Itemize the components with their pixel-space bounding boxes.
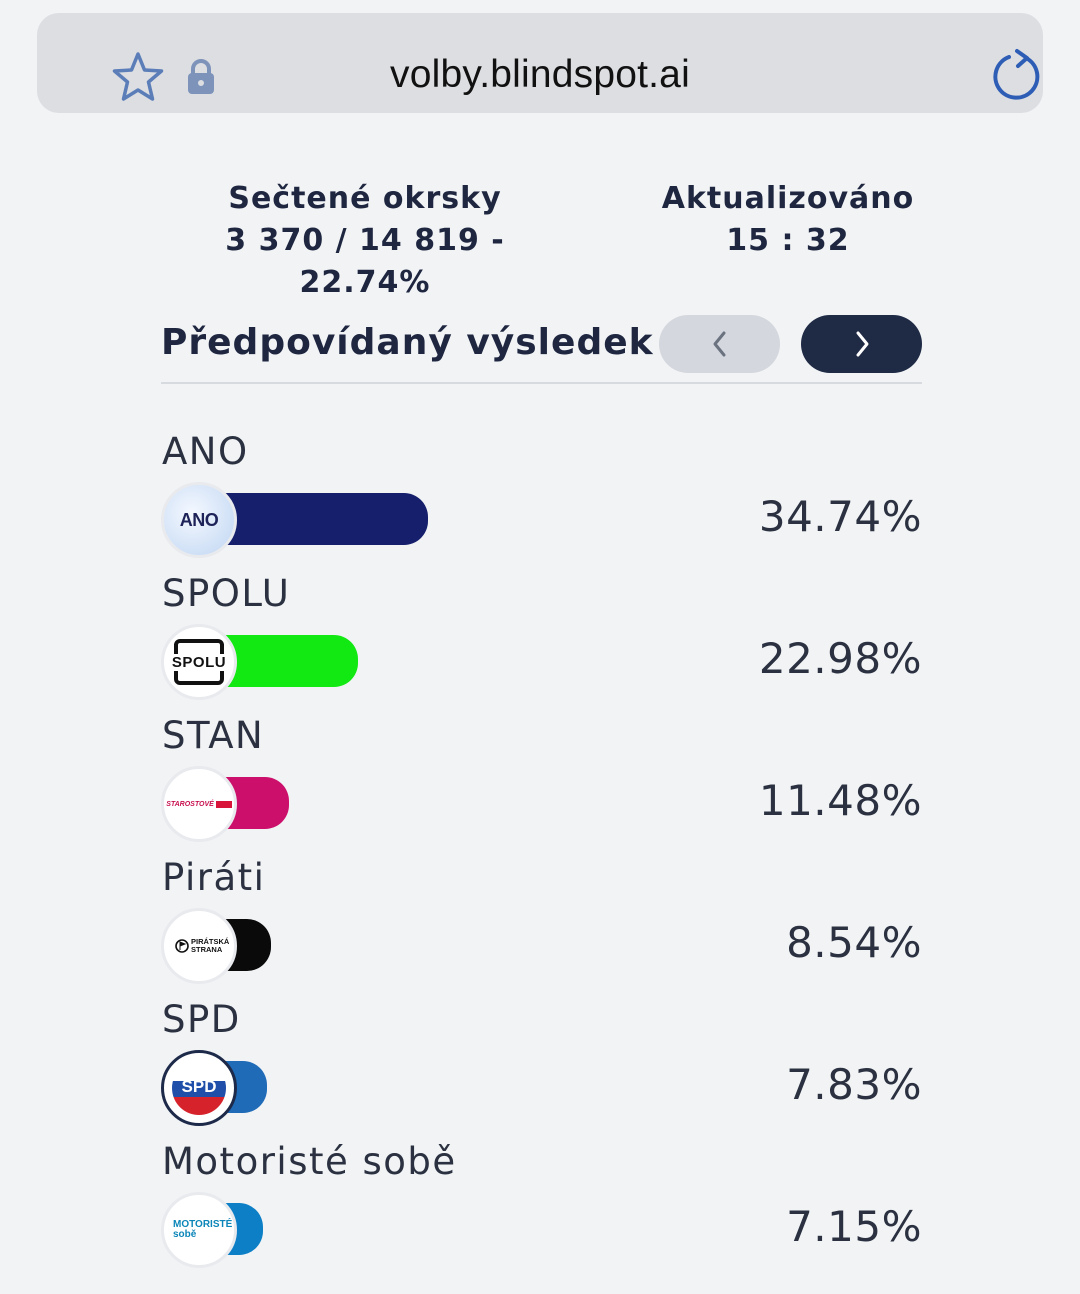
party-percent: 7.15% xyxy=(786,1202,922,1251)
party-row-spolu: SPOLU SPOLU 22.98% xyxy=(161,572,922,714)
stan-logo-icon: STAROSTOVÉ xyxy=(161,766,237,842)
url-text[interactable]: volby.blindspot.ai xyxy=(390,53,690,96)
logo-text: PIRÁTSKÁ STRANA xyxy=(191,937,230,954)
ano-logo-icon: ANO xyxy=(161,482,237,558)
party-bar-row: ANO 34.74% xyxy=(161,482,922,558)
party-row-pirati: Piráti PIRÁTSKÁ STRANA 8.54% xyxy=(161,856,922,998)
reload-icon[interactable] xyxy=(989,47,1043,103)
logo-text: SPD xyxy=(181,1077,217,1096)
party-bar-row: SPOLU 22.98% xyxy=(161,624,922,700)
logo-text: SPOLU xyxy=(170,653,228,671)
lock-icon xyxy=(188,59,214,94)
results-list: ANO ANO 34.74% SPOLU SPOLU 22.98% STAN S… xyxy=(161,430,922,1282)
counted-label: Sečtené okrsky xyxy=(228,181,502,216)
address-bar[interactable]: volby.blindspot.ai xyxy=(37,13,1043,113)
party-row-stan: STAN STAROSTOVÉ 11.48% xyxy=(161,714,922,856)
party-percent: 7.83% xyxy=(786,1060,922,1109)
party-percent: 22.98% xyxy=(758,634,922,683)
updated-value: 15 : 32 xyxy=(726,223,850,258)
result-bar xyxy=(199,493,428,545)
party-percent: 8.54% xyxy=(786,918,922,967)
party-bar-row: STAROSTOVÉ 11.48% xyxy=(161,766,922,842)
party-bar-row: MOTORISTÉ sobě 7.15% xyxy=(161,1192,922,1268)
spd-logo-icon: SPD xyxy=(161,1050,237,1126)
browser-toolbar: volby.blindspot.ai xyxy=(0,0,1080,124)
party-row-motoriste: Motoristé sobě MOTORISTÉ sobě 7.15% xyxy=(161,1140,922,1282)
section-header: Předpovídaný výsledek xyxy=(161,310,922,384)
pirate-flag-icon xyxy=(175,939,189,953)
spolu-logo-icon: SPOLU xyxy=(161,624,237,700)
counted-precincts: Sečtené okrsky 3 370 / 14 819 - 22.74% xyxy=(160,178,570,304)
logo-text: STAROSTOVÉ xyxy=(166,800,214,808)
party-bar-row: SPD 7.83% xyxy=(161,1050,922,1126)
last-updated: Aktualizováno 15 : 32 xyxy=(640,178,936,262)
updated-label: Aktualizováno xyxy=(661,181,915,216)
party-bar-row: PIRÁTSKÁ STRANA 8.54% xyxy=(161,908,922,984)
party-row-spd: SPD SPD 7.83% xyxy=(161,998,922,1140)
star-icon[interactable] xyxy=(111,51,165,103)
stats-panel: Sečtené okrsky 3 370 / 14 819 - 22.74% A… xyxy=(140,178,940,300)
pirati-logo-icon: PIRÁTSKÁ STRANA xyxy=(161,908,237,984)
party-percent: 11.48% xyxy=(758,776,922,825)
counted-value: 3 370 / 14 819 - 22.74% xyxy=(225,223,505,300)
party-row-ano: ANO ANO 34.74% xyxy=(161,430,922,572)
motoriste-logo-icon: MOTORISTÉ sobě xyxy=(161,1192,237,1268)
logo-text: MOTORISTÉ sobě xyxy=(173,1219,233,1240)
logo-text: ANO xyxy=(179,509,219,530)
chevron-right-icon xyxy=(856,331,868,357)
party-percent: 34.74% xyxy=(758,492,922,541)
party-name: Motoristé sobě xyxy=(162,1140,457,1183)
next-button[interactable] xyxy=(801,315,922,373)
party-name: STAN xyxy=(162,714,265,757)
party-name: Piráti xyxy=(162,856,266,899)
chevron-left-icon xyxy=(713,331,725,357)
stan-flag-icon xyxy=(215,800,232,808)
party-name: ANO xyxy=(162,430,249,473)
party-name: SPOLU xyxy=(162,572,291,615)
party-name: SPD xyxy=(162,998,241,1041)
prev-button[interactable] xyxy=(659,315,780,373)
section-title: Předpovídaný výsledek xyxy=(161,322,654,363)
